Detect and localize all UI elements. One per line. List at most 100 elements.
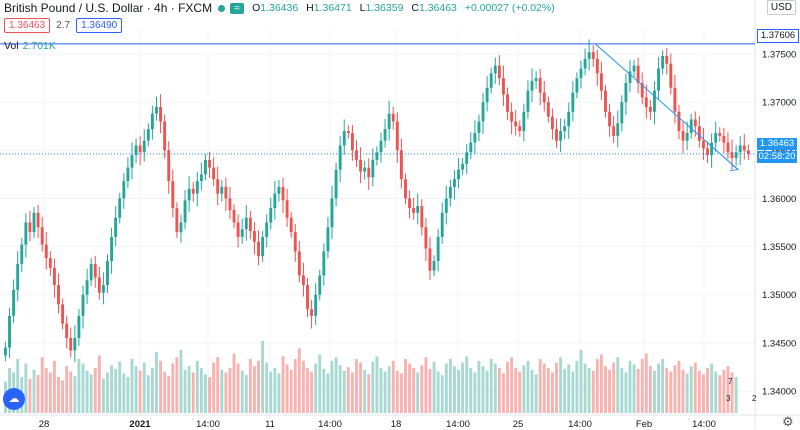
candle-body: [714, 132, 718, 143]
volume-bar: [187, 366, 191, 413]
candle-body: [212, 167, 216, 180]
candle-body: [175, 208, 179, 233]
x-tick-label: 14:00: [446, 419, 470, 429]
candle-body: [110, 236, 114, 261]
candle-body: [36, 212, 40, 228]
candle-body: [101, 285, 105, 293]
volume-bar: [730, 372, 734, 413]
volume-bar: [371, 361, 375, 413]
tradingview-logo-icon[interactable]: ☁: [3, 388, 25, 410]
volume-bar: [289, 369, 293, 413]
volume-bar: [159, 360, 162, 413]
candle-body: [163, 121, 167, 151]
candle-body: [48, 258, 52, 268]
candle-body: [730, 152, 734, 159]
volume-bar: [236, 363, 240, 413]
volume-bar: [93, 368, 97, 413]
candle-body: [150, 113, 154, 130]
volume-bar: [297, 348, 301, 413]
trend-line: [595, 44, 739, 170]
candle-body: [379, 140, 383, 153]
candle-body: [208, 159, 211, 168]
candle-body: [587, 52, 591, 59]
buy-price-button[interactable]: 1.36490: [76, 18, 123, 33]
candle-body: [97, 277, 101, 293]
candle-body: [155, 107, 158, 114]
volume-bar: [326, 373, 330, 413]
event-count-c[interactable]: 2: [752, 394, 757, 403]
candle-body: [367, 167, 371, 178]
event-count-a[interactable]: 7: [728, 377, 733, 386]
volume-bar: [138, 370, 142, 413]
candle-body: [502, 78, 505, 95]
candle-body: [518, 126, 522, 132]
compare-icon[interactable]: ≈: [230, 2, 245, 14]
volume-bar: [542, 363, 546, 413]
candle-body: [142, 140, 146, 153]
volume-bar: [661, 359, 665, 413]
volume-bar: [636, 368, 640, 413]
symbol-title[interactable]: British Pound / U.S. Dollar · 4h · FXCM: [4, 1, 213, 15]
candle-body: [52, 267, 56, 286]
candle-body: [571, 92, 575, 112]
candle-body: [199, 174, 203, 182]
volume-bar: [338, 365, 342, 413]
volume-bar: [628, 360, 632, 413]
candle-body: [106, 261, 109, 286]
candle-body: [297, 251, 301, 276]
volume-bar: [448, 359, 452, 413]
volume-legend[interactable]: Vol 2.701K: [4, 40, 56, 52]
spread-value: 2.7: [56, 20, 71, 31]
volume-bar: [134, 366, 138, 413]
volume-bar: [248, 359, 252, 413]
volume-bar: [677, 360, 681, 413]
current-price-tag: 1.36463: [757, 138, 797, 150]
candle-body: [416, 206, 420, 213]
volume-bar: [330, 360, 334, 413]
candle-body: [693, 119, 697, 127]
volume-bar: [624, 372, 628, 413]
volume-label: Vol: [4, 40, 19, 52]
volume-bar: [489, 359, 493, 413]
candle-body: [522, 111, 526, 132]
volume-bar: [685, 373, 689, 413]
volume-bar: [167, 376, 171, 413]
candle-body: [530, 81, 534, 91]
candle-body: [355, 150, 358, 160]
volume-bar: [583, 363, 587, 413]
candle-body: [220, 186, 224, 194]
close-value: 1.36463: [418, 2, 457, 14]
volume-bar: [689, 366, 693, 413]
volume-bar: [518, 371, 522, 413]
candle-body: [469, 142, 473, 153]
volume-bar: [269, 371, 273, 413]
currency-label[interactable]: USD: [766, 0, 796, 15]
candle-body: [346, 131, 350, 133]
candle-body: [240, 229, 244, 237]
volume-bar: [722, 369, 726, 413]
candle-body: [236, 222, 240, 237]
volume-bar: [195, 360, 199, 413]
x-tick-label: 14:00: [318, 419, 342, 429]
volume-bar: [702, 374, 705, 413]
volume-bar: [530, 369, 534, 413]
candle-body: [89, 263, 93, 281]
sell-price-button[interactable]: 1.36463: [4, 18, 51, 33]
candle-body: [657, 68, 660, 91]
volume-bar: [555, 362, 558, 413]
volume-bar: [175, 357, 179, 413]
event-count-b[interactable]: 3: [726, 394, 731, 403]
volume-bar: [534, 374, 538, 413]
candle-body: [57, 285, 60, 305]
volume-bar: [363, 369, 367, 413]
settings-gear-icon[interactable]: ⚙: [782, 414, 794, 429]
candle-body: [444, 198, 448, 213]
candle-body: [718, 132, 722, 136]
candle-body: [461, 163, 465, 170]
candle-body: [542, 92, 546, 103]
candle-body: [677, 111, 681, 132]
candle-body: [301, 275, 305, 286]
volume-bar: [346, 367, 350, 413]
volume-bar: [440, 375, 444, 413]
